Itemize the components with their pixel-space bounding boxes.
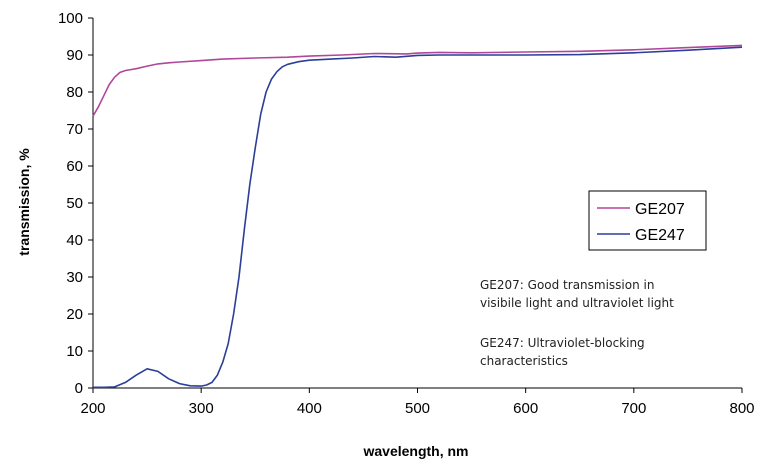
annotations: GE207: Good transmission in visibile lig…: [480, 278, 674, 368]
x-tick-label: 300: [189, 400, 214, 417]
series-line-ge207: [92, 44, 743, 117]
annotation-ge247-line1: GE247: Ultraviolet-blocking: [480, 336, 645, 350]
x-ticks: 200 300 400 500 600 700 800: [80, 388, 755, 417]
x-axis-title: wavelength, nm: [362, 443, 468, 459]
y-ticks: 0 10 20 30 40 50 60 70 80 90 100: [58, 10, 93, 397]
y-tick-label: 60: [66, 158, 83, 175]
x-tick-label: 200: [80, 400, 105, 417]
y-tick-label: 40: [66, 232, 83, 249]
series-line-ge247: [93, 46, 743, 389]
y-axis-title: transmission, %: [16, 148, 32, 256]
x-tick-label: 400: [297, 400, 322, 417]
x-tick-label: 500: [405, 400, 430, 417]
y-tick-label: 50: [66, 195, 83, 212]
legend-box: [588, 190, 707, 251]
y-tick-label: 90: [66, 47, 83, 64]
y-tick-label: 70: [66, 121, 83, 138]
y-tick-label: 30: [66, 269, 83, 286]
annotation-ge207-line1: GE207: Good transmission in: [480, 278, 654, 292]
x-tick-label: 700: [621, 400, 646, 417]
x-tick-label: 800: [729, 400, 754, 417]
y-tick-label: 100: [58, 10, 83, 27]
y-tick-label: 10: [66, 343, 83, 360]
y-tick-label: 80: [66, 84, 83, 101]
series-group: [92, 44, 743, 389]
legend-label-ge207: GE207: [635, 201, 685, 218]
annotation-ge247-line2: characteristics: [480, 354, 568, 368]
legend: GE207 GE247: [588, 190, 707, 251]
y-tick-label: 0: [75, 380, 83, 397]
x-tick-label: 600: [513, 400, 538, 417]
legend-label-ge247: GE247: [635, 227, 685, 244]
annotation-ge207-line2: visibile light and ultraviolet light: [480, 296, 674, 310]
y-tick-label: 20: [66, 306, 83, 323]
